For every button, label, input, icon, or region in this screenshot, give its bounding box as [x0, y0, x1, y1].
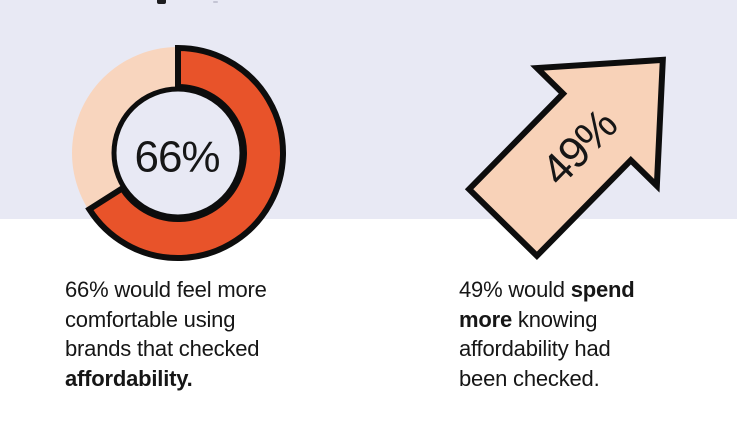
arrow-caption-line2-bold: more: [459, 306, 512, 332]
arrow-caption: 49% would spend more knowing affordabili…: [459, 275, 709, 393]
donut-caption-line1: 66% would feel more: [65, 277, 267, 302]
donut-center-label: 66%: [134, 133, 219, 182]
donut-chart: 66%: [72, 44, 286, 261]
cropped-text-fragment: [157, 0, 166, 4]
donut-caption-bold: affordability.: [65, 365, 193, 391]
arrow-caption-line2: knowing: [512, 306, 598, 332]
arrow-caption-line1-bold: spend: [570, 277, 635, 302]
arrow-shape: [464, 56, 666, 261]
donut-caption-line2: comfortable using: [65, 306, 236, 332]
arrow-caption-line1: 49% would: [459, 277, 571, 302]
donut-inner-circle: [111, 86, 245, 220]
arrow-caption-line4: been checked.: [459, 365, 600, 391]
donut-caption-line3: brands that checked: [65, 336, 260, 361]
arrow-graphic: 49%: [464, 56, 666, 261]
arrow-caption-line3: affordability had: [459, 336, 611, 361]
cropped-text-fragment-faint: [213, 1, 218, 3]
donut-caption: 66% would feel more comfortable using br…: [65, 275, 335, 393]
